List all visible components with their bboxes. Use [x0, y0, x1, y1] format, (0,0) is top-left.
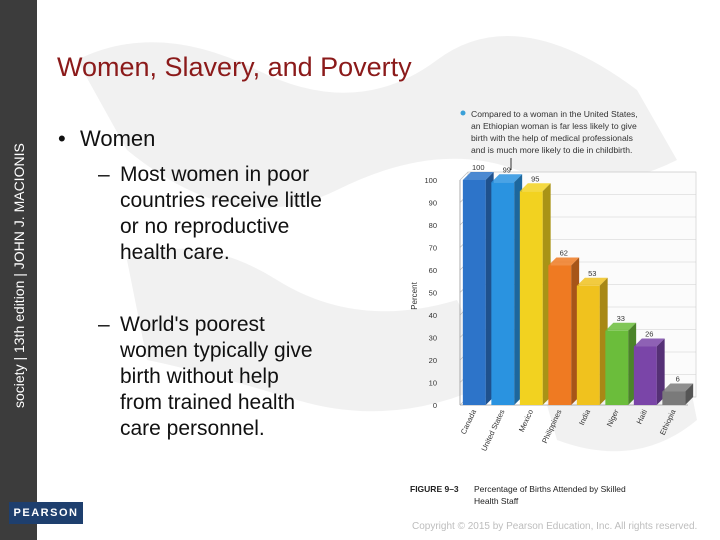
- dash-marker: –: [98, 163, 110, 186]
- y-tick-label: 50: [429, 289, 437, 298]
- bar-top: [519, 183, 551, 192]
- bar: [462, 180, 486, 405]
- y-tick-label: 40: [429, 311, 437, 320]
- brand-sidebar: society | 13th edition | JOHN J. MACIONI…: [0, 0, 83, 540]
- y-tick-label: 0: [433, 401, 437, 410]
- y-tick-label: 30: [429, 334, 437, 343]
- sub1-line: health care.: [120, 241, 230, 264]
- bar-value-label: 99: [503, 165, 511, 174]
- vertical-brand-text: society | 13th edition | JOHN J. MACIONI…: [11, 143, 27, 408]
- sub2-line: care personnel.: [120, 417, 265, 440]
- y-tick-label: 90: [429, 199, 437, 208]
- bar: [662, 391, 686, 405]
- bar: [605, 330, 629, 405]
- sub1-line: countries receive little: [120, 189, 322, 212]
- figure-caption-line: Health Staff: [474, 496, 519, 506]
- chart-note: Compared to a woman in the United States…: [471, 109, 638, 155]
- y-axis-ticks: 0 10 20 30 40 50 60 70 80 90 100: [424, 176, 437, 410]
- bar: [519, 191, 543, 405]
- chart-note-line: Compared to a woman in the United States…: [471, 109, 638, 119]
- bar-top: [491, 174, 523, 183]
- vertical-brand: society | 13th edition | JOHN J. MACIONI…: [7, 0, 31, 540]
- figure-caption-line: Percentage of Births Attended by Skilled: [474, 484, 626, 494]
- sub1-line: Most women in poor: [120, 163, 310, 186]
- y-axis-label: Percent: [410, 281, 419, 309]
- chart-note-line: birth with the help of medical professio…: [471, 133, 633, 143]
- bar-value-label: 26: [645, 330, 653, 339]
- bar-value-label: 33: [617, 314, 625, 323]
- bullet-marker: •: [58, 126, 66, 151]
- bar: [633, 346, 657, 405]
- sub2-line: birth without help: [120, 365, 279, 388]
- y-tick-label: 10: [429, 379, 437, 388]
- bar-value-label: 6: [676, 375, 680, 384]
- publisher-name: PEARSON: [13, 507, 79, 519]
- caption-bullet-dot: [460, 110, 466, 116]
- bar-value-label: 62: [560, 249, 568, 258]
- bar-top: [633, 338, 665, 347]
- x-category-label: United States: [479, 408, 506, 453]
- sub2-line: women typically give: [120, 339, 313, 362]
- births-attended-chart: Compared to a woman in the United States…: [410, 109, 697, 506]
- y-tick-label: 20: [429, 356, 437, 365]
- world-map-background: [77, 36, 697, 452]
- y-tick-label: 60: [429, 266, 437, 275]
- chart-note-line: an Ethiopian woman is far less likely to…: [471, 121, 637, 131]
- figure-label: FIGURE 9–3: [410, 484, 459, 494]
- bar-top: [662, 383, 694, 392]
- slide-title: Women, Slavery, and Poverty: [57, 52, 412, 82]
- x-axis-labels: Canada United States Mexico Philippines Indi…: [459, 407, 678, 452]
- dash-marker: –: [98, 313, 110, 336]
- bullet-label: Women: [80, 126, 156, 151]
- x-category-label: Haiti: [635, 408, 650, 426]
- y-tick-label: 80: [429, 221, 437, 230]
- copyright-notice: Copyright © 2015 by Pearson Education, I…: [412, 521, 698, 532]
- bar-side: [685, 383, 694, 405]
- bar-top: [605, 322, 637, 331]
- publisher-logo: PEARSON: [9, 502, 83, 524]
- gridline-side: [459, 171, 469, 181]
- x-category-label: India: [577, 407, 592, 426]
- bar-value-label: 53: [588, 269, 596, 278]
- x-category-label: Canada: [459, 407, 479, 435]
- bar-top: [462, 172, 494, 180]
- chart-bars: 100 99 95 62 53 33 26 6: [462, 163, 694, 405]
- sub2-line: World's poorest: [120, 313, 265, 336]
- sub2-line: from trained health: [120, 391, 296, 414]
- bar: [491, 182, 515, 405]
- x-category-label: Philippines: [540, 408, 564, 445]
- x-category-label: Ethiopia: [658, 407, 678, 436]
- sub1-line: or no reproductive: [120, 215, 290, 238]
- y-tick-label: 70: [429, 244, 437, 253]
- y-tick-label: 100: [424, 176, 437, 185]
- bar-value-label: 100: [472, 163, 485, 172]
- bar: [548, 265, 572, 405]
- bullet-women: • Women: [58, 126, 155, 152]
- x-category-label: Mexico: [517, 408, 535, 433]
- x-category-label: Niger: [605, 408, 621, 429]
- chart-note-line: and is much more likely to die in childb…: [471, 145, 632, 155]
- bar-top: [548, 257, 580, 266]
- bar: [576, 285, 600, 405]
- bar-value-label: 95: [531, 174, 539, 183]
- bar-side: [656, 338, 665, 405]
- bar-top: [576, 277, 608, 286]
